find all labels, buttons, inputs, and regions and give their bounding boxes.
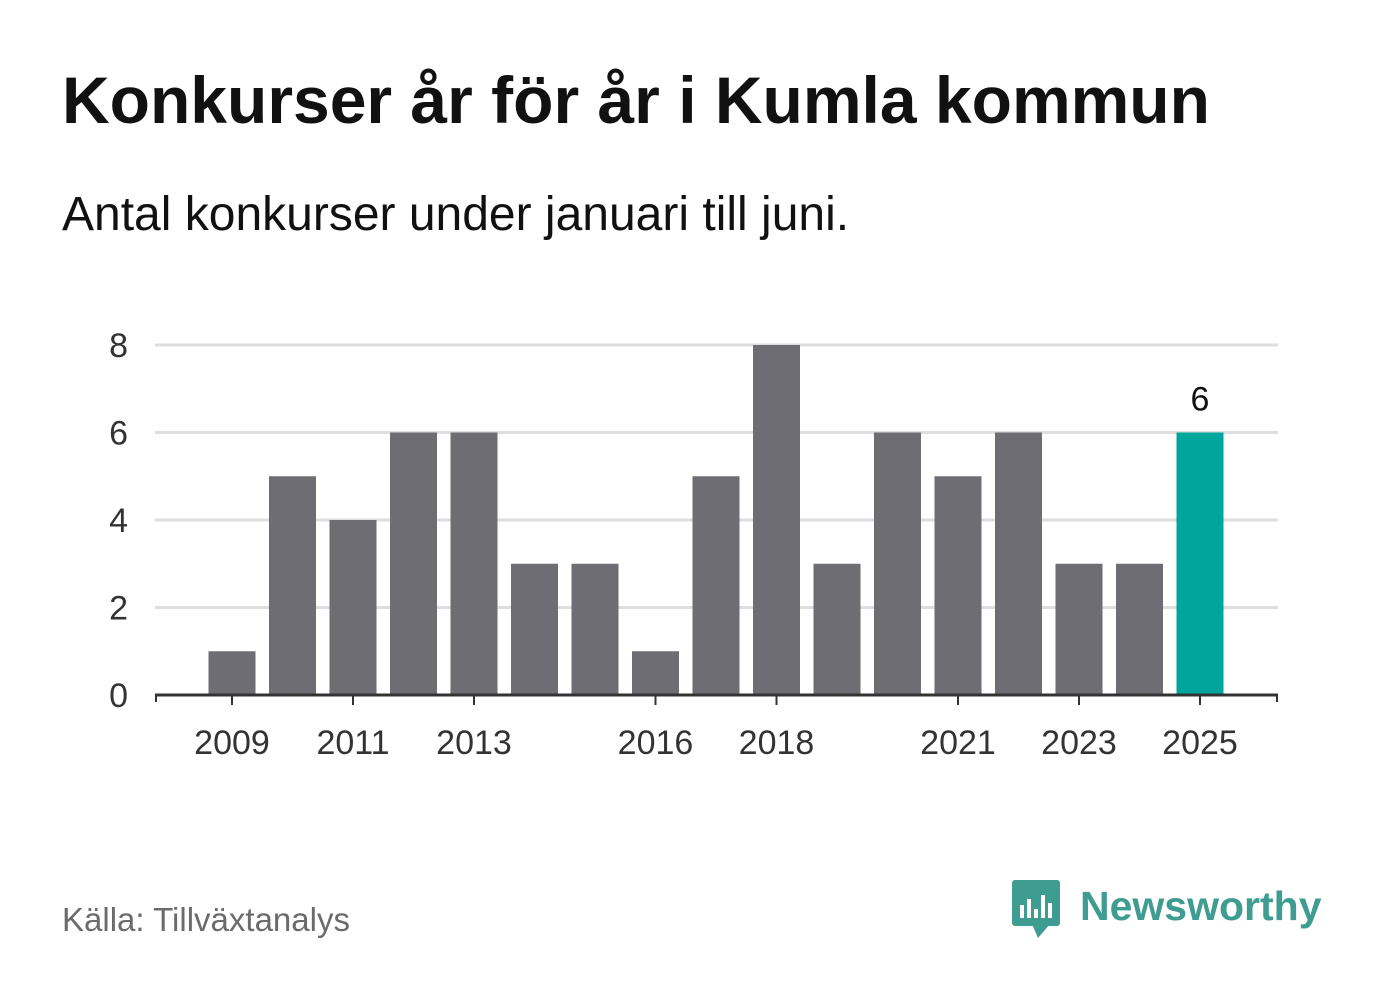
x-tick-label-2009: 2009	[194, 724, 270, 762]
bar-2022	[995, 432, 1042, 695]
bar-2025	[1176, 432, 1224, 695]
newsworthy-logo: Newsworthy	[1010, 878, 1330, 940]
bar-2021	[934, 476, 982, 695]
bar-2009	[208, 651, 256, 695]
y-tick-label-8: 8	[109, 327, 128, 365]
bar-2024	[1116, 563, 1163, 695]
bar-2023	[1055, 563, 1103, 695]
x-tick-label-2023: 2023	[1041, 724, 1117, 762]
bar-2020	[874, 432, 921, 695]
bar-2012	[390, 432, 437, 695]
y-tick-label-4: 4	[109, 502, 128, 540]
x-tick-label-2011: 2011	[316, 724, 389, 762]
bar-2019	[813, 563, 861, 695]
bar-2014	[511, 563, 558, 695]
x-tick-label-2018: 2018	[739, 724, 815, 762]
y-tick-label-0: 0	[109, 677, 128, 715]
bar-2017	[692, 476, 740, 695]
bar-2018	[753, 345, 800, 695]
y-tick-label-2: 2	[109, 590, 128, 628]
bar-2011	[329, 520, 377, 695]
y-tick-label-6: 6	[109, 415, 128, 453]
bar-chart: 0 2 4 6 8 2009 2011 2013 2016 2018 2021 2023 2025 6	[109, 327, 1278, 762]
source-note: Källa: Tillväxtanalys	[62, 901, 350, 938]
brand-name: Newsworthy	[1080, 883, 1322, 929]
x-tick-label-2021: 2021	[920, 724, 996, 762]
x-tick-label-2013: 2013	[436, 724, 512, 762]
x-tick-label-2016: 2016	[618, 724, 694, 762]
bar-2010	[269, 476, 316, 695]
bar-2015	[571, 563, 619, 695]
bar-2016	[632, 651, 679, 695]
chart-title: Konkurser år för år i Kumla kommun	[62, 63, 1210, 137]
chart-subtitle: Antal konkurser under januari till juni.	[62, 188, 850, 241]
data-label-2025: 6	[1191, 381, 1210, 419]
x-tick-label-2025: 2025	[1162, 724, 1238, 762]
newsworthy-logo-icon	[1012, 880, 1060, 938]
bar-2013	[450, 432, 498, 695]
